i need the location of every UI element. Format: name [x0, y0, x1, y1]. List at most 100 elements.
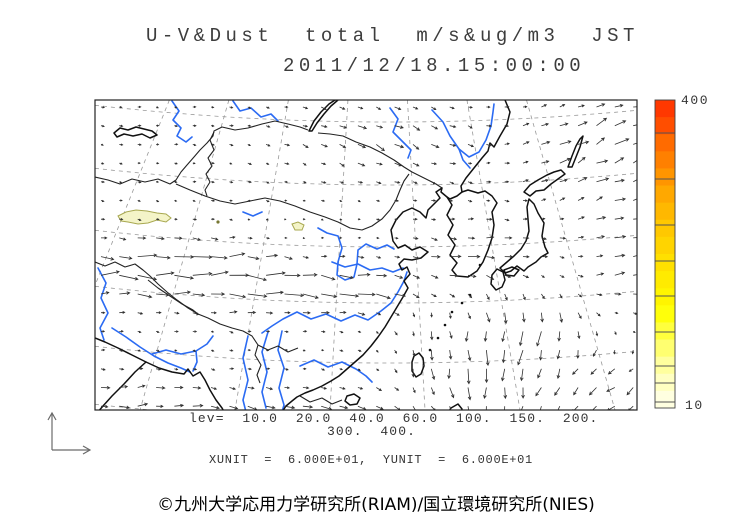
dust-dot — [216, 220, 220, 224]
wind-arrow — [229, 367, 235, 370]
wind-arrow — [284, 273, 301, 278]
wind-arrow — [541, 255, 549, 259]
wind-arrow — [447, 368, 451, 380]
wind-arrow — [449, 387, 455, 399]
wind-arrow — [614, 197, 627, 202]
wind-arrow — [376, 312, 382, 316]
wind-arrow — [137, 218, 142, 221]
wind-arrow — [155, 199, 160, 203]
wind-arrow — [156, 404, 164, 408]
wind-arrow — [607, 368, 616, 375]
wind-arrow — [101, 330, 106, 333]
colorbar-segment — [655, 339, 675, 358]
wind-arrow — [265, 106, 270, 109]
wind-arrow — [265, 199, 270, 203]
wind-arrow — [174, 124, 178, 128]
wind-arrow — [229, 143, 234, 147]
wind-arrow — [412, 181, 418, 184]
wind-arrow — [596, 159, 609, 164]
wind-arrow — [339, 330, 344, 334]
wind-arrow — [538, 350, 543, 361]
wind-arrow — [100, 106, 106, 109]
wind-arrow — [265, 125, 271, 128]
wind-arrow — [266, 349, 270, 352]
wind-arrow — [518, 331, 524, 347]
wind-arrow — [192, 330, 198, 333]
wind-arrow — [247, 274, 268, 282]
wind-arrow — [101, 311, 106, 314]
border-path — [95, 261, 262, 384]
wind-arrow — [211, 199, 216, 202]
wind-arrow — [559, 178, 568, 183]
wind-arrow — [577, 156, 586, 164]
wind-arrow — [556, 350, 561, 360]
wind-arrow — [357, 144, 367, 149]
wind-arrow — [577, 274, 584, 278]
wind-arrow — [137, 161, 141, 165]
wind-arrow — [412, 387, 416, 394]
wind-arrow — [100, 405, 109, 409]
wind-arrow — [339, 236, 343, 239]
wind-arrow — [210, 368, 216, 371]
wind-arrow — [302, 367, 307, 371]
wind-arrow — [247, 199, 252, 202]
wind-arrow — [229, 310, 238, 314]
wind-arrow — [559, 236, 567, 240]
meridian-line — [329, 100, 349, 410]
wind-arrow — [614, 331, 617, 336]
wind-arrow — [357, 312, 366, 316]
wind-arrow — [596, 216, 607, 220]
wind-arrow — [321, 310, 330, 315]
river-path — [389, 107, 412, 159]
meridian-line — [139, 100, 230, 410]
wind-arrow — [521, 387, 525, 399]
wind-arrow — [339, 405, 349, 410]
wind-arrow — [412, 125, 421, 131]
wind-arrow — [156, 386, 166, 390]
parallel-line — [95, 167, 636, 186]
wind-arrow — [357, 349, 362, 352]
wind-arrow — [247, 256, 260, 261]
wind-arrow — [155, 106, 159, 109]
wind-arrow — [556, 406, 561, 410]
wind-arrow — [431, 293, 437, 297]
river-path — [97, 267, 109, 341]
wind-arrow — [247, 106, 252, 109]
wind-arrow — [321, 199, 326, 202]
wind-arrow — [614, 311, 619, 315]
wind-arrow — [484, 368, 489, 384]
wind-arrow — [137, 349, 142, 352]
wind-arrow — [247, 236, 253, 240]
wind-arrow — [321, 330, 326, 333]
wind-arrow — [211, 106, 215, 109]
wind-arrow — [247, 386, 255, 390]
wind-arrow — [412, 331, 415, 337]
wind-arrow — [302, 330, 308, 333]
wind-arrow — [449, 293, 456, 298]
wind-arrow — [430, 312, 433, 318]
contour-levels-label: lev= 10.0 20.0 40.0 60.0 100. 150. 200. — [189, 411, 599, 426]
coastline-path — [95, 337, 225, 410]
wind-arrow — [211, 270, 229, 276]
wind-arrow — [284, 330, 289, 333]
wind-arrow — [614, 157, 625, 164]
wind-arrow — [486, 235, 495, 240]
wind-arrow — [522, 105, 528, 109]
wind-arrow — [595, 331, 599, 337]
river-path — [431, 103, 495, 158]
wind-arrow — [376, 199, 381, 202]
wind-arrow — [100, 217, 106, 221]
wind-arrow — [431, 144, 440, 149]
coastline-path — [503, 266, 520, 277]
wind-arrow — [265, 181, 270, 184]
colorbar-segment — [655, 134, 675, 152]
wind-arrow — [119, 199, 123, 202]
meridian-line — [407, 100, 426, 410]
wind-arrow — [229, 199, 233, 202]
wind-arrow — [192, 105, 197, 109]
wind-arrow — [522, 255, 530, 259]
dust-patch — [291, 221, 305, 231]
wind-arrow — [266, 367, 271, 371]
colorbar-segment — [655, 236, 675, 255]
wind-arrow — [339, 199, 343, 202]
